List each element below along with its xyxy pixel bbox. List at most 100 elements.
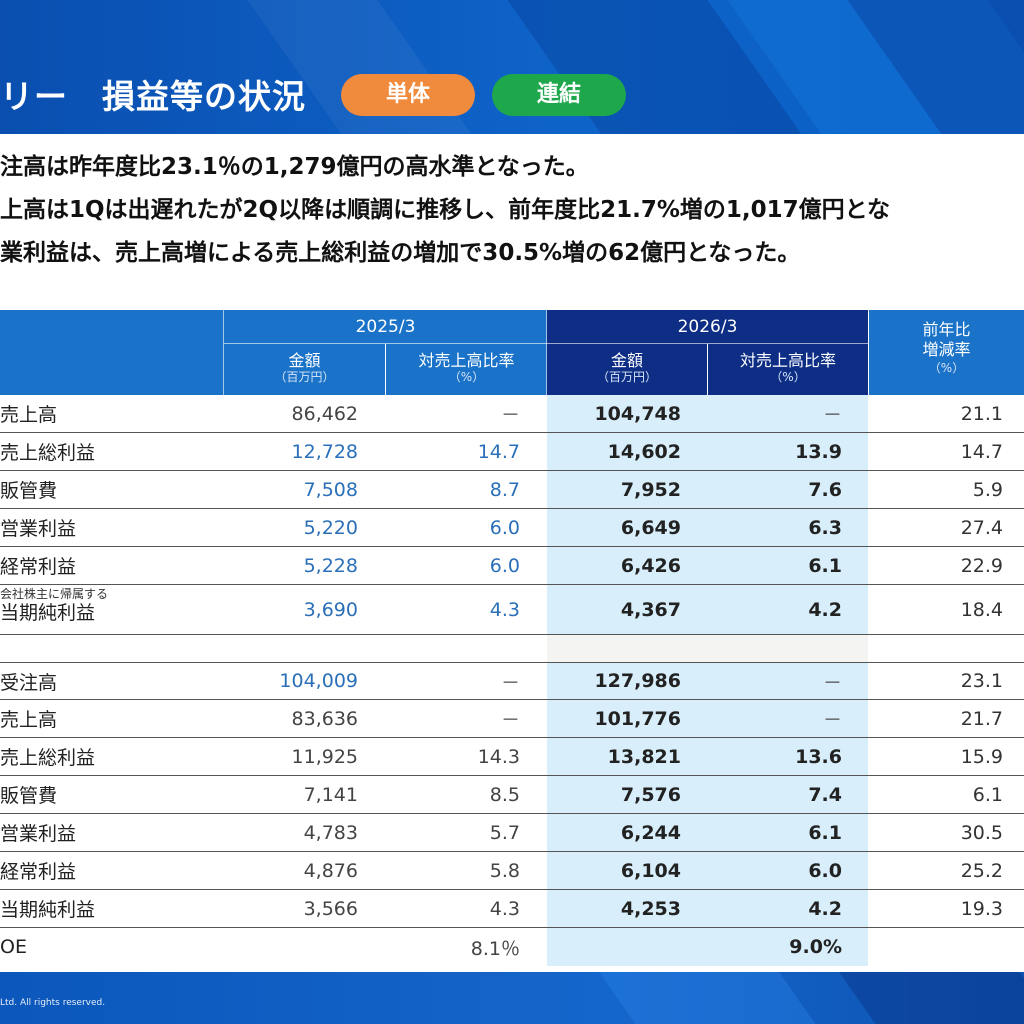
ratio-curr: 13.9 bbox=[795, 440, 842, 463]
amount-header-curr: 金額 （百万円） bbox=[547, 344, 707, 395]
period-curr-header: 2026/3 bbox=[547, 310, 868, 344]
header-band: リー 損益等の状況 単体 連結 bbox=[0, 0, 1024, 134]
ratio-curr: 4.2 bbox=[808, 598, 842, 621]
row-label: 販管費 bbox=[0, 480, 58, 502]
ratio-unit: （%） bbox=[770, 370, 806, 384]
amount-prev: 104,009 bbox=[279, 670, 358, 692]
ratio-curr: 7.4 bbox=[808, 783, 842, 806]
ratio-prev: 6.0 bbox=[489, 516, 520, 539]
table-row: 売上高 86,462 － 104,748 － 21.1 bbox=[0, 395, 1024, 433]
table-row: 経常利益 4,876 5.8 6,104 6.0 25.2 bbox=[0, 852, 1024, 890]
copyright-text: Ltd. All rights reserved. bbox=[0, 998, 106, 1008]
table-row: 販管費 7,141 8.5 7,576 7.4 6.1 bbox=[0, 776, 1024, 814]
table-row: 営業利益 4,783 5.7 6,244 6.1 30.5 bbox=[0, 814, 1024, 852]
amount-prev: 11,925 bbox=[291, 745, 358, 768]
table-row: 売上総利益 12,728 14.7 14,602 13.9 14.7 bbox=[0, 433, 1024, 471]
single-badge: 単体 bbox=[341, 74, 475, 116]
table-spacer bbox=[0, 635, 1024, 662]
amount-prev: 5,220 bbox=[303, 516, 358, 539]
row-label: 売上総利益 bbox=[0, 442, 96, 464]
change-rate: 19.3 bbox=[960, 897, 1003, 920]
page-title: リー 損益等の状況 bbox=[0, 77, 306, 116]
amount-prev: 7,141 bbox=[303, 783, 358, 806]
ratio-curr: 4.2 bbox=[808, 897, 842, 920]
change-rate: 14.7 bbox=[960, 440, 1003, 463]
ratio-label: 対売上高比率 bbox=[418, 351, 515, 370]
row-label: 経常利益 bbox=[0, 556, 77, 578]
highlight-column bbox=[547, 509, 868, 546]
ratio-prev: 6.0 bbox=[489, 554, 520, 577]
highlight-column bbox=[547, 928, 868, 966]
amount-curr: 127,986 bbox=[594, 670, 681, 692]
highlight-column bbox=[547, 471, 868, 508]
header-divider bbox=[385, 344, 386, 395]
row-label: 営業利益 bbox=[0, 823, 77, 845]
table-row: 当期純利益 3,566 4.3 4,253 4.2 19.3 bbox=[0, 890, 1024, 928]
header-divider bbox=[868, 310, 869, 395]
ratio-prev: 5.7 bbox=[489, 821, 520, 844]
highlight-column bbox=[547, 585, 868, 634]
row-label: 当期純利益 bbox=[0, 899, 96, 921]
table-row: OE 8.1％ 9.0% bbox=[0, 928, 1024, 966]
row-label-prefix: 会社株主に帰属する bbox=[0, 587, 109, 601]
ratio-curr: 13.6 bbox=[795, 745, 842, 768]
ratio-prev: 8.7 bbox=[489, 478, 520, 501]
change-label: 前年比 bbox=[922, 320, 971, 339]
ratio-curr: － bbox=[822, 671, 842, 694]
row-label: 売上総利益 bbox=[0, 747, 96, 769]
row-label: 受注高 bbox=[0, 671, 58, 694]
change-rate: 21.7 bbox=[960, 707, 1003, 730]
table-row: 受注高 104,009 － 127,986 － 23.1 bbox=[0, 662, 1024, 700]
table-row: 売上高 83,636 － 101,776 － 21.7 bbox=[0, 700, 1024, 738]
change-rate: 25.2 bbox=[960, 859, 1003, 882]
footer-stripe bbox=[831, 972, 1024, 1024]
change-header: 前年比 増減率 （%） bbox=[869, 310, 1024, 395]
consolidated-badge: 連結 bbox=[492, 74, 626, 116]
ratio-curr: 6.1 bbox=[808, 554, 842, 577]
change-rate: 21.1 bbox=[960, 402, 1003, 425]
amount-curr: 4,253 bbox=[620, 897, 681, 920]
amount-curr: 6,104 bbox=[620, 859, 681, 882]
ratio-prev: － bbox=[500, 709, 520, 731]
row-label-main: 当期純利益 bbox=[0, 602, 96, 624]
amount-prev: 7,508 bbox=[303, 478, 358, 501]
highlight-column bbox=[547, 890, 868, 927]
amount-prev: 83,636 bbox=[291, 707, 358, 730]
amount-curr: 6,244 bbox=[620, 821, 681, 844]
amount-prev: 5,228 bbox=[303, 554, 358, 577]
footer-band: Ltd. All rights reserved. bbox=[0, 972, 1024, 1024]
ratio-header-prev: 対売上高比率 （%） bbox=[386, 344, 547, 395]
change-rate: 23.1 bbox=[960, 670, 1003, 692]
table-header: 2025/3 2026/3 金額 （百万円） 対売上高比率 （%） 金額 （百万… bbox=[0, 310, 1024, 395]
amount-unit: （百万円） bbox=[274, 370, 335, 384]
change-rate: 6.1 bbox=[972, 783, 1003, 806]
highlight-column bbox=[547, 852, 868, 889]
amount-curr: 7,952 bbox=[620, 478, 681, 501]
change-unit: （%） bbox=[928, 361, 965, 375]
change-rate: 22.9 bbox=[960, 554, 1003, 577]
table-row: 販管費 7,508 8.7 7,952 7.6 5.9 bbox=[0, 471, 1024, 509]
highlight-column bbox=[547, 814, 868, 851]
summary-bullet: 注高は昨年度比23.1％の1,279億円の高水準となった。 bbox=[0, 154, 589, 180]
amount-curr: 6,649 bbox=[620, 516, 681, 539]
change-rate: 5.9 bbox=[972, 478, 1003, 501]
amount-prev: 3,566 bbox=[303, 897, 358, 920]
header-divider bbox=[224, 343, 868, 344]
ratio-prev: 4.3 bbox=[489, 598, 520, 621]
change-label: 増減率 bbox=[922, 340, 971, 359]
amount-curr: 101,776 bbox=[594, 707, 681, 730]
amount-curr: 4,367 bbox=[620, 598, 681, 621]
amount-curr: 14,602 bbox=[607, 440, 681, 463]
amount-header-prev: 金額 （百万円） bbox=[224, 344, 385, 395]
table-row: 売上総利益 11,925 14.3 13,821 13.6 15.9 bbox=[0, 738, 1024, 776]
highlight-column bbox=[547, 776, 868, 813]
row-label: 売上高 bbox=[0, 404, 58, 426]
ratio-header-curr: 対売上高比率 （%） bbox=[708, 344, 868, 395]
ratio-label: 対売上高比率 bbox=[739, 351, 836, 370]
amount-prev: 4,783 bbox=[303, 821, 358, 844]
ratio-prev: 5.8 bbox=[489, 859, 520, 882]
ratio-curr: 7.6 bbox=[808, 478, 842, 501]
ratio-prev: 8.1％ bbox=[470, 937, 520, 960]
row-label: 売上高 bbox=[0, 709, 58, 731]
table-row: 会社株主に帰属する 当期純利益 3,690 4.3 4,367 4.2 18.4 bbox=[0, 585, 1024, 635]
